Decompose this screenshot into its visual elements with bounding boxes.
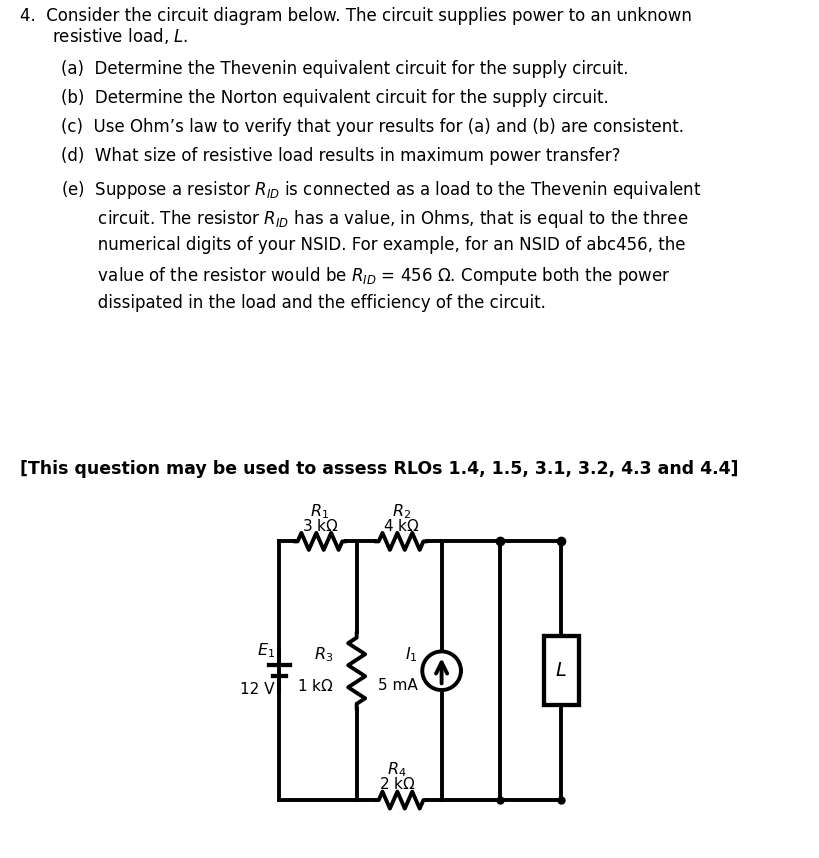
Text: 5 mA: 5 mA	[378, 678, 417, 692]
Text: (b)  Determine the Norton equivalent circuit for the supply circuit.: (b) Determine the Norton equivalent circ…	[61, 89, 609, 107]
Text: 4.  Consider the circuit diagram below. The circuit supplies power to an unknown: 4. Consider the circuit diagram below. T…	[20, 7, 691, 25]
Text: (e)  Suppose a resistor $R_{ID}$ is connected as a load to the Thevenin equivale: (e) Suppose a resistor $R_{ID}$ is conne…	[61, 178, 701, 201]
Text: resistive load, $L$.: resistive load, $L$.	[52, 27, 188, 46]
Bar	[543, 636, 578, 705]
Text: 4 k$\Omega$: 4 k$\Omega$	[382, 518, 419, 535]
Text: circuit. The resistor $R_{ID}$ has a value, in Ohms, that is equal to the three: circuit. The resistor $R_{ID}$ has a val…	[61, 208, 688, 230]
Text: (d)  What size of resistive load results in maximum power transfer?: (d) What size of resistive load results …	[61, 147, 620, 165]
Text: value of the resistor would be $R_{ID}$ = 456 $\Omega$. Compute both the power: value of the resistor would be $R_{ID}$ …	[61, 265, 670, 287]
Text: dissipated in the load and the efficiency of the circuit.: dissipated in the load and the efficienc…	[61, 294, 545, 312]
Text: [This question may be used to assess RLOs 1.4, 1.5, 3.1, 3.2, 4.3 and 4.4]: [This question may be used to assess RLO…	[20, 460, 738, 478]
Text: 12 V: 12 V	[240, 681, 274, 697]
Text: $E_1$: $E_1$	[256, 641, 274, 660]
Text: $R_4$: $R_4$	[387, 760, 406, 779]
Text: $R_3$: $R_3$	[314, 645, 333, 664]
Text: (a)  Determine the Thevenin equivalent circuit for the supply circuit.: (a) Determine the Thevenin equivalent ci…	[61, 60, 628, 78]
Text: numerical digits of your NSID. For example, for an NSID of abc456, the: numerical digits of your NSID. For examp…	[61, 237, 686, 254]
Text: $R_1$: $R_1$	[310, 503, 329, 522]
Text: 2 k$\Omega$: 2 k$\Omega$	[378, 776, 415, 793]
Text: $L$: $L$	[554, 662, 567, 680]
Text: (c)  Use Ohm’s law to verify that your results for (a) and (b) are consistent.: (c) Use Ohm’s law to verify that your re…	[61, 118, 684, 136]
Text: 1 k$\Omega$: 1 k$\Omega$	[296, 678, 333, 693]
Text: $R_2$: $R_2$	[391, 503, 410, 522]
Text: 3 k$\Omega$: 3 k$\Omega$	[301, 518, 337, 535]
Text: $I_1$: $I_1$	[405, 645, 417, 664]
